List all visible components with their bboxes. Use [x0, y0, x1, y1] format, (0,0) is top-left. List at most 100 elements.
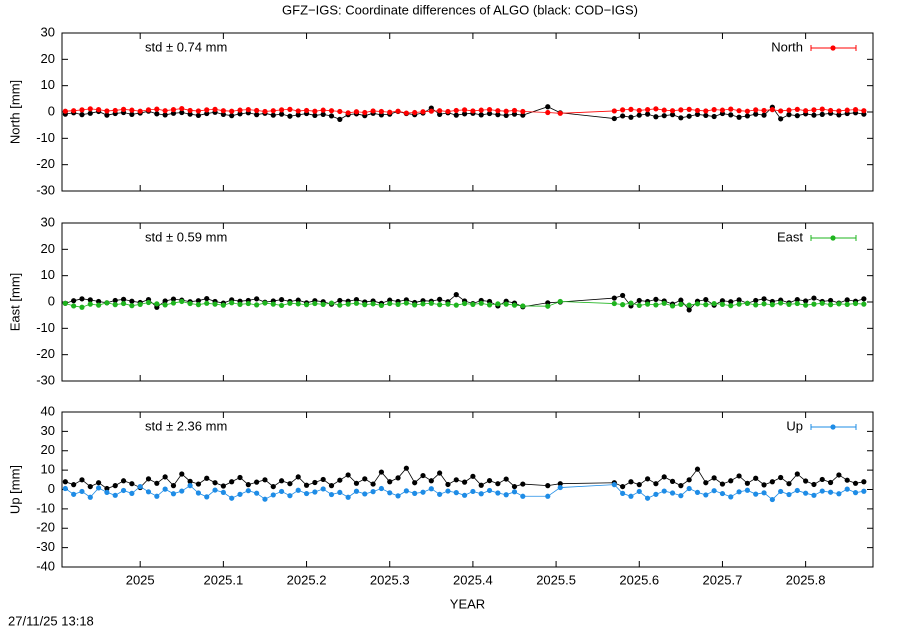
data-point	[461, 107, 468, 113]
data-point	[303, 490, 310, 497]
data-point	[728, 494, 734, 500]
data-point	[728, 106, 734, 112]
data-point	[827, 302, 834, 308]
data-point	[719, 298, 726, 304]
data-point	[786, 301, 792, 307]
x-tick-label: 2025.7	[703, 572, 743, 587]
data-point	[237, 474, 243, 481]
data-point	[212, 480, 218, 486]
data-point	[337, 302, 343, 308]
data-point	[703, 297, 709, 303]
data-point	[778, 300, 784, 306]
data-point	[669, 490, 676, 496]
data-point	[112, 107, 118, 114]
data-point	[611, 115, 617, 122]
data-point	[120, 106, 127, 112]
data-point	[861, 296, 867, 302]
data-point	[204, 300, 210, 306]
data-point	[628, 479, 634, 485]
data-point	[129, 107, 135, 113]
data-point	[71, 491, 77, 497]
data-point	[461, 492, 468, 498]
data-point	[545, 303, 551, 309]
data-point	[769, 479, 775, 485]
data-point	[378, 108, 385, 115]
data-point	[220, 483, 226, 489]
data-point	[836, 112, 842, 118]
data-point	[719, 107, 726, 113]
data-point	[661, 300, 667, 306]
data-point	[719, 301, 726, 307]
data-point	[145, 476, 152, 482]
data-point	[437, 470, 443, 476]
data-point	[703, 108, 709, 114]
data-point	[861, 488, 867, 494]
data-point	[703, 302, 709, 308]
data-point	[620, 107, 626, 113]
data-point	[794, 471, 800, 477]
data-point	[270, 301, 276, 307]
data-point	[295, 108, 301, 114]
data-point	[170, 483, 177, 489]
legend-label: North	[771, 39, 803, 54]
data-point	[827, 297, 834, 304]
data-point	[794, 113, 800, 119]
data-point	[819, 106, 825, 112]
data-point	[370, 489, 376, 495]
data-point	[129, 303, 135, 309]
data-point	[628, 300, 634, 306]
data-point	[162, 108, 168, 114]
data-point	[254, 107, 260, 114]
data-point	[803, 490, 809, 496]
data-point	[478, 107, 484, 113]
data-point	[644, 111, 651, 117]
data-point	[270, 483, 276, 490]
data-point	[237, 111, 243, 117]
data-point	[753, 491, 759, 497]
data-point	[112, 492, 118, 498]
y-tick-label: 30	[41, 24, 55, 39]
data-point	[470, 108, 476, 114]
data-point	[520, 112, 526, 118]
data-point	[686, 302, 692, 308]
data-point	[711, 475, 717, 481]
data-point	[503, 492, 509, 498]
data-point	[120, 478, 127, 484]
data-point	[653, 302, 659, 308]
data-point	[254, 112, 260, 118]
y-tick-label: -40	[36, 558, 55, 573]
legend-marker	[830, 45, 836, 51]
data-point	[262, 108, 268, 115]
data-point	[520, 493, 526, 499]
data-point	[753, 107, 759, 113]
data-point	[761, 301, 767, 307]
data-point	[836, 301, 842, 307]
data-point	[694, 107, 701, 114]
data-point	[470, 301, 476, 307]
data-point	[736, 114, 742, 120]
data-point	[287, 493, 293, 499]
data-point	[557, 110, 563, 116]
y-axis-label: East [mm]	[7, 273, 22, 332]
data-point	[220, 108, 226, 114]
data-point	[370, 108, 376, 114]
data-point	[711, 113, 717, 120]
data-point	[395, 475, 401, 481]
data-point	[453, 477, 459, 483]
data-point	[819, 488, 825, 494]
data-point	[786, 107, 792, 113]
data-point	[237, 491, 243, 497]
data-point	[287, 300, 293, 306]
data-point	[295, 112, 301, 118]
data-point	[104, 485, 110, 492]
y-tick-label: -20	[36, 520, 55, 535]
data-point	[71, 482, 77, 488]
data-point	[112, 302, 118, 308]
data-point	[345, 301, 351, 307]
data-point	[62, 108, 68, 114]
y-tick-label: -20	[36, 346, 55, 361]
data-point	[378, 485, 385, 492]
data-point	[212, 487, 218, 493]
data-point	[328, 300, 335, 306]
data-point	[229, 479, 235, 485]
